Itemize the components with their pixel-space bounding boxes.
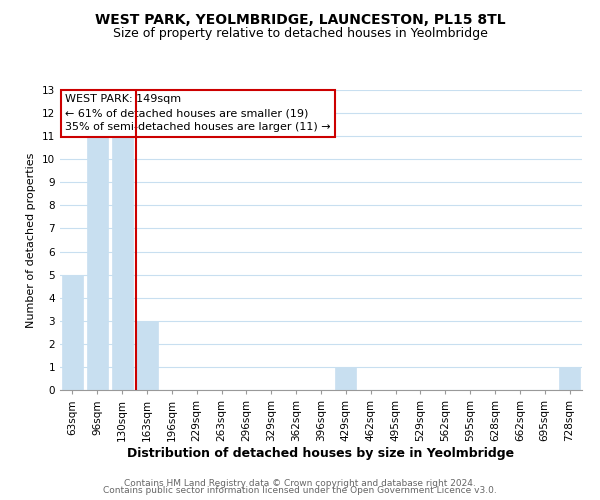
Bar <box>62 274 83 390</box>
Y-axis label: Number of detached properties: Number of detached properties <box>26 152 37 328</box>
Text: Contains HM Land Registry data © Crown copyright and database right 2024.: Contains HM Land Registry data © Crown c… <box>124 478 476 488</box>
Bar <box>87 136 108 390</box>
Bar <box>136 321 158 390</box>
Text: WEST PARK, YEOLMBRIDGE, LAUNCESTON, PL15 8TL: WEST PARK, YEOLMBRIDGE, LAUNCESTON, PL15… <box>95 12 505 26</box>
Text: Contains public sector information licensed under the Open Government Licence v3: Contains public sector information licen… <box>103 486 497 495</box>
X-axis label: Distribution of detached houses by size in Yeolmbridge: Distribution of detached houses by size … <box>127 446 515 460</box>
Bar <box>112 136 133 390</box>
Text: WEST PARK: 149sqm
← 61% of detached houses are smaller (19)
35% of semi-detached: WEST PARK: 149sqm ← 61% of detached hous… <box>65 94 331 132</box>
Text: Size of property relative to detached houses in Yeolmbridge: Size of property relative to detached ho… <box>113 28 487 40</box>
Bar <box>559 367 580 390</box>
Bar <box>335 367 356 390</box>
